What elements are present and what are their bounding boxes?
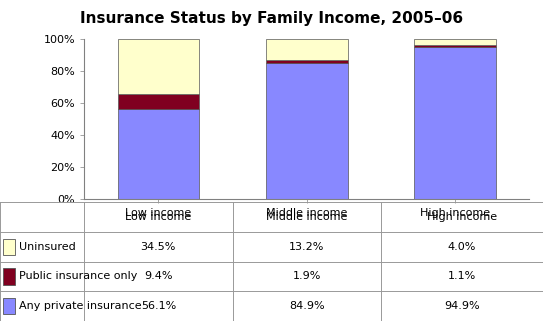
Bar [118, 94, 199, 109]
Text: Middle income: Middle income [266, 212, 348, 222]
Text: 84.9%: 84.9% [289, 301, 325, 311]
Bar [3, 239, 15, 255]
Bar [266, 63, 348, 199]
Text: Insurance Status by Family Income, 2005–06: Insurance Status by Family Income, 2005–… [80, 11, 463, 26]
Text: 4.0%: 4.0% [448, 242, 476, 252]
Bar [3, 298, 15, 314]
Text: Any private insurance: Any private insurance [19, 301, 142, 311]
Bar [414, 45, 496, 47]
Text: 13.2%: 13.2% [289, 242, 325, 252]
Text: 56.1%: 56.1% [141, 301, 176, 311]
Text: Low income: Low income [125, 212, 192, 222]
Bar [3, 268, 15, 285]
Text: 1.1%: 1.1% [448, 272, 476, 282]
Bar [118, 39, 199, 94]
Bar [414, 39, 496, 45]
Text: 94.9%: 94.9% [444, 301, 480, 311]
Bar [414, 47, 496, 199]
Text: Public insurance only: Public insurance only [19, 272, 137, 282]
Text: 34.5%: 34.5% [141, 242, 176, 252]
Text: 9.4%: 9.4% [144, 272, 173, 282]
Text: 1.9%: 1.9% [293, 272, 321, 282]
Bar [266, 60, 348, 63]
Bar [118, 109, 199, 199]
Text: High income: High income [427, 212, 497, 222]
Text: Uninsured: Uninsured [19, 242, 76, 252]
Bar [266, 39, 348, 60]
